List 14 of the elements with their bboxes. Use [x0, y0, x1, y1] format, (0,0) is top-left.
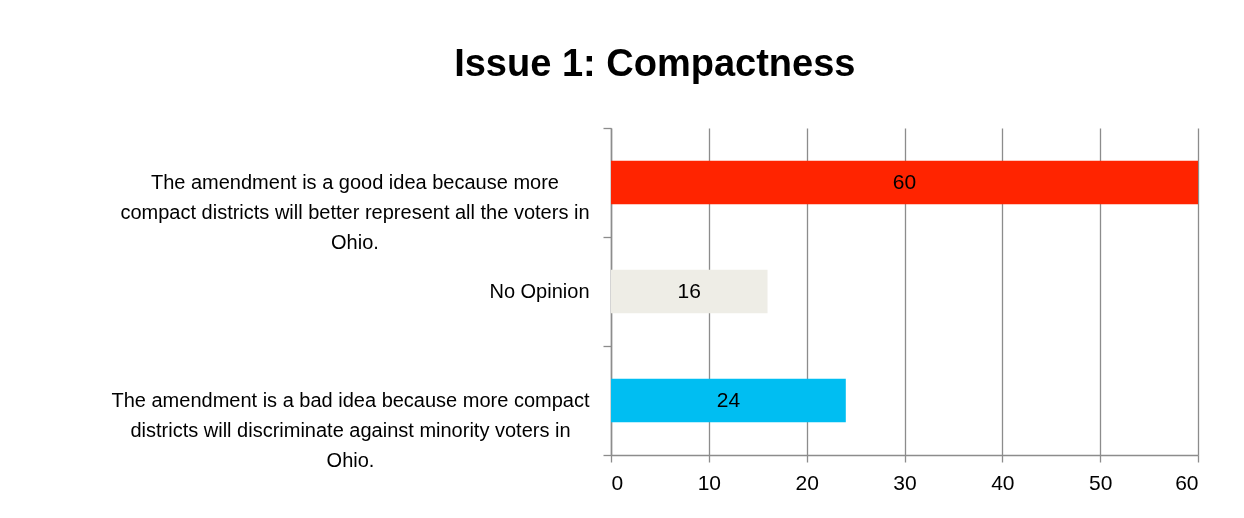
x-tick-label: 50 — [1088, 470, 1113, 494]
y-tick-label: No Opinion — [489, 280, 590, 302]
data-label: 16 — [677, 278, 701, 302]
x-tick-label: 30 — [893, 470, 917, 494]
x-tick-label: 10 — [697, 470, 722, 494]
y-tick-label: The amendment is a good idea because more compact districts will better represent all the voters in Ohio. — [120, 171, 590, 253]
x-tick-label: 40 — [991, 470, 1015, 494]
y-tick-label: The amendment is a bad idea because more compact districts will discriminate against minority voters in Ohio. — [111, 389, 590, 471]
data-label: 60 — [892, 169, 917, 193]
x-tick-label: 0 — [611, 470, 624, 494]
x-tick-label: 60 — [1175, 470, 1199, 494]
data-label: 24 — [716, 387, 741, 411]
x-tick-label: 20 — [795, 470, 819, 494]
chart-title: Issue 1: Compactness — [454, 42, 856, 84]
